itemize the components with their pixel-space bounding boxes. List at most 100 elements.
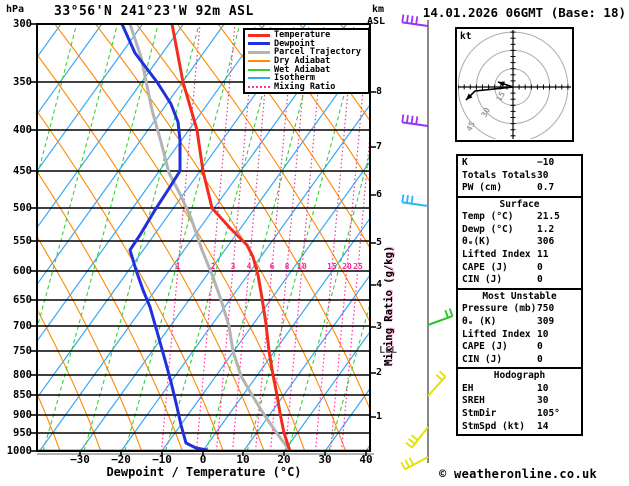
legend-item: Parcel Trajectory (248, 47, 368, 57)
wind-barb (427, 370, 447, 397)
wind-barb (401, 14, 429, 27)
table-row-label: CAPE (J) (462, 341, 508, 353)
table-row-value: 10 (537, 382, 549, 394)
mixing-ratio-value-label: 20 (342, 262, 352, 271)
table-row-value: 105° (537, 408, 560, 419)
wind-barb (427, 308, 454, 326)
altitude-unit-km-label: km (372, 4, 385, 15)
mixing-ratio-value-label: 15 (327, 262, 337, 271)
mixing-ratio-value-label: 2 (210, 262, 216, 271)
temp-tick-label: 30 (318, 453, 332, 466)
table-row-label: Totals Totals (462, 169, 537, 181)
pressure-label: 300 (13, 18, 32, 30)
legend-line-swatch (248, 50, 270, 54)
table-row-label: K (462, 157, 468, 168)
table-row-label: PW (cm) (462, 182, 503, 194)
legend-item: Mixing Ratio (248, 82, 368, 92)
indices-table-section: Most Unstable Pressure (mb) 750 θₑ (K) 309 Li… (456, 287, 583, 370)
wind-barb (405, 426, 429, 449)
table-row-value: 0.7 (537, 182, 555, 194)
table-row-value: 30 (537, 169, 549, 181)
mixing-ratio-value-label: 8 (284, 262, 290, 271)
legend-item-label: Dry Adiabat (274, 56, 331, 67)
legend-item-label: Wet Adiabat (274, 64, 331, 75)
wind-barb (400, 456, 429, 471)
pressure-label: 950 (13, 427, 32, 439)
table-row: PW (cm) 0.7 (458, 182, 581, 195)
station-title: 33°56'N 241°23'W 92m ASL (54, 4, 254, 19)
legend-item: Temperature (248, 30, 368, 40)
legend-line-swatch (248, 33, 270, 37)
valid-datetime-label: 14.01.2026 06GMT (Base: 18) (422, 5, 626, 20)
pressure-label: 850 (13, 389, 32, 401)
table-row-label: Lifted Index (462, 328, 531, 340)
legend-line-swatch (248, 77, 270, 80)
x-axis-title: Dewpoint / Temperature (°C) (106, 465, 302, 479)
table-row-value: 0 (537, 341, 543, 353)
legend-item: Dry Adiabat (248, 56, 368, 67)
table-section-header: Hodograph (493, 370, 546, 382)
pressure-label: 600 (13, 265, 32, 277)
temp-tick-label: 20 (277, 453, 291, 466)
temp-tick-label: −30 (70, 453, 90, 466)
table-row-value: 0 (537, 274, 543, 286)
km-tick-label: 6 (376, 189, 383, 200)
pressure-label: 800 (13, 369, 32, 381)
temp-tick-label: 0 (199, 453, 207, 466)
legend-item-label: Isotherm (274, 73, 315, 84)
legend-item: Wet Adiabat (248, 64, 368, 75)
table-row-label: EH (462, 382, 474, 394)
pressure-label: 700 (13, 320, 32, 332)
temp-tick-label: −10 (152, 453, 172, 466)
legend-line-swatch (248, 85, 270, 88)
table-row-label: Temp (°C) (462, 211, 514, 223)
pressure-label: 900 (13, 409, 32, 421)
pressure-label: 400 (13, 124, 32, 136)
table-row-value: 750 (537, 303, 555, 315)
table-row-label: CAPE (J) (462, 261, 508, 273)
table-row-label: Dewp (°C) (462, 223, 514, 235)
km-tick-label: 2 (376, 367, 383, 378)
table-row-label: StmDir (462, 408, 497, 419)
table-row-label: CIN (J) (462, 274, 503, 286)
table-row: StmSpd (kt) 14 (458, 421, 581, 434)
temp-tick-label: 10 (236, 453, 250, 466)
mixing-ratio-value-label: 10 (297, 262, 307, 271)
temp-tick-label: −20 (111, 453, 131, 466)
legend: Temperature Dewpoint Parcel Trajectory Dry … (243, 28, 370, 95)
km-tick-label: 3 (376, 321, 383, 332)
table-row-value: 306 (537, 236, 555, 248)
pressure-label: 1000 (6, 445, 32, 457)
legend-line-swatch (248, 60, 270, 63)
legend-item: Isotherm (248, 73, 368, 84)
indices-table-section: K −10 Totals Totals 30 PW (cm) 0.7 (456, 154, 583, 198)
table-row-label: Lifted Index (462, 249, 531, 261)
wind-barb (401, 194, 429, 207)
table-row: CIN (J) 0 (458, 354, 581, 367)
hodograph-unit-label: kt (460, 31, 472, 42)
table-section-header: Most Unstable (482, 290, 557, 302)
table-row-label: SREH (462, 395, 485, 407)
pressure-label: 450 (13, 165, 32, 177)
pressure-label: 650 (13, 294, 32, 306)
table-row: K −10 (458, 157, 581, 170)
mixing-ratio-value-label: 25 (353, 262, 363, 271)
table-row: Lifted Index 10 (458, 329, 581, 342)
pressure-label: 750 (13, 345, 32, 357)
table-row: θₑ (K) 309 (458, 316, 581, 329)
lcl-marker-label: LCL (379, 345, 398, 356)
pressure-label: 550 (13, 235, 32, 247)
indices-table-section: Surface Temp (°C) 21.5 Dewp (°C) 1.2 θₑ(K) 306… (456, 195, 583, 290)
table-row: Dewp (°C) 1.2 (458, 224, 581, 237)
table-row: CAPE (J) 0 (458, 341, 581, 354)
table-row: StmDir 105° (458, 408, 581, 421)
km-tick-label: 7 (376, 141, 383, 152)
pressure-unit-label: hPa (6, 4, 25, 15)
legend-item-label: Dewpoint (274, 38, 315, 49)
table-section-header: Surface (499, 198, 540, 210)
indices-table: K −10 Totals Totals 30 PW (cm) 0.7 Surface Temp… (456, 154, 583, 437)
km-tick-label: 1 (376, 411, 383, 422)
wind-barb (401, 114, 429, 127)
temp-tick-label: 40 (359, 453, 373, 466)
